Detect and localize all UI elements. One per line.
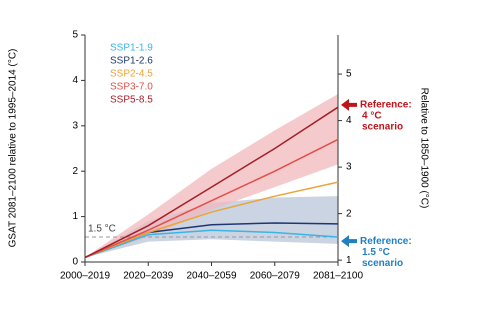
legend-label: SSP5-8.5 (110, 95, 153, 106)
y-tick-label: 4 (72, 75, 78, 86)
y2-tick-label: 1 (346, 255, 352, 266)
y-tick-label: 0 (72, 257, 78, 268)
y2-tick-label: 5 (346, 69, 352, 80)
y-axis-title: GSAT 2081–2100 relative to 1995–2014 (°C… (8, 49, 19, 248)
y2-tick-label: 3 (346, 162, 352, 173)
legend-label: SSP1-2.6 (110, 56, 153, 67)
legend-label: SSP1-1.9 (110, 43, 153, 54)
x-tick-label: 2081–2100 (313, 271, 363, 282)
y-tick-label: 3 (72, 120, 78, 131)
legend-label: SSP2-4.5 (110, 69, 153, 80)
annotation-text: scenario (362, 122, 403, 133)
y-tick-label: 1 (72, 211, 78, 222)
series-line (84, 106, 339, 259)
x-tick-label: 2000–2019 (60, 271, 110, 282)
series-line (84, 181, 339, 259)
y-tick-label: 2 (72, 166, 78, 177)
y2-tick-label: 4 (346, 115, 352, 126)
annotation-text: scenario (362, 258, 403, 269)
threshold-label: 1.5 °C (88, 224, 116, 235)
x-tick-label: 2040–2059 (186, 271, 236, 282)
annotation-arrow (341, 235, 357, 248)
annotation-text: Reference: (360, 236, 412, 247)
series-line (84, 229, 339, 259)
x-tick-label: 2060–2079 (250, 271, 300, 282)
annotation-text: Reference: (360, 100, 412, 111)
annotation-text: 4 °C (362, 111, 382, 122)
legend-label: SSP3-7.0 (110, 82, 153, 93)
y-tick-label: 5 (72, 30, 78, 41)
range-band (85, 196, 338, 258)
annotation-arrow (341, 98, 357, 111)
x-tick-label: 2020–2039 (123, 271, 173, 282)
y2-tick-label: 2 (346, 208, 352, 219)
series-line (84, 138, 339, 259)
annotation-text: 1.5 °C (362, 247, 390, 258)
range-band (85, 94, 338, 258)
y2-axis-title: Relative to 1850–1900 (°C) (418, 88, 429, 209)
